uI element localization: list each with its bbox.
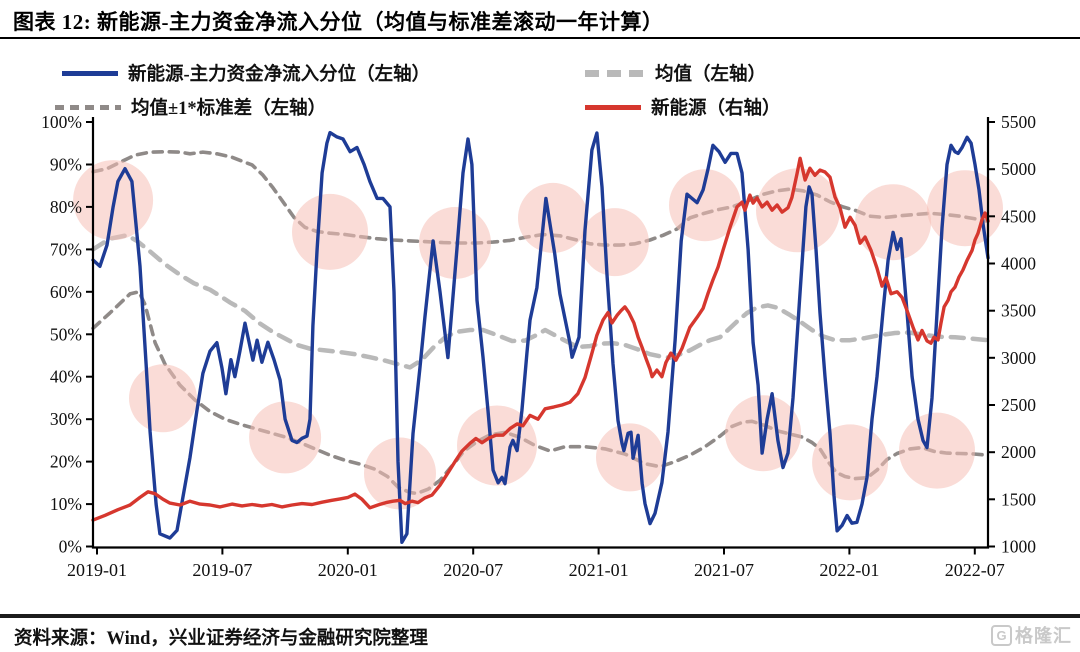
series-line-4 (91, 290, 990, 496)
legend-label: 新能源（右轴） (651, 99, 781, 119)
tick-label: 2500 (1001, 395, 1036, 415)
tick-label: 80% (50, 197, 82, 217)
tick-label: 2000 (1001, 442, 1036, 462)
legend-swatch-dark-dash-icon (55, 104, 121, 110)
tick-label: 2019-01 (67, 560, 127, 580)
tick-label: 5500 (1001, 112, 1036, 132)
tick-label: 1000 (1001, 537, 1036, 557)
highlight-circle (129, 364, 197, 433)
highlight-circle (855, 184, 932, 261)
tick-label: 4500 (1001, 206, 1036, 226)
series-line-5 (91, 156, 990, 522)
legend-item-band: 均值±1*标准差（左轴） (55, 96, 327, 119)
tick-label: 2021-07 (694, 560, 754, 580)
tick-label: 90% (50, 155, 82, 175)
legend-label: 均值±1*标准差（左轴） (131, 99, 327, 119)
tick-label: 50% (50, 324, 82, 344)
tick-label: 2020-07 (443, 560, 503, 580)
legend-label: 均值（左轴） (655, 65, 767, 85)
tick-label: 2020-01 (318, 560, 378, 580)
tick-label: 2021-01 (569, 560, 629, 580)
footer-divider (0, 614, 1080, 618)
tick-label: 10% (50, 494, 82, 514)
legend-item-index: 新能源（右轴） (585, 96, 781, 119)
legend-label: 新能源-主力资金净流入分位（左轴） (128, 65, 431, 85)
tick-label: 2022-07 (945, 560, 1005, 580)
tick-label: 100% (41, 112, 82, 132)
highlight-circle (927, 170, 1003, 247)
data-source-note: 资料来源：Wind，兴业证券经济与金融研究院整理 (14, 629, 428, 649)
legend-swatch-blue-line-icon (62, 70, 118, 76)
tick-label: 3000 (1001, 348, 1036, 368)
tick-label: 60% (50, 282, 82, 302)
legend-swatch-red-line-icon (585, 104, 641, 110)
gelonghui-logo-text: 格隆汇 (1015, 626, 1072, 646)
figure-title: 图表 12: 新能源-主力资金净流入分位（均值与标准差滚动一年计算） (13, 10, 664, 34)
legend-item-mean: 均值（左轴） (585, 62, 767, 85)
legend-swatch-gray-dash-icon (585, 69, 645, 77)
axis-frame (91, 117, 990, 549)
tick-label: 30% (50, 409, 82, 429)
highlight-circle (596, 423, 664, 492)
figure-title-bar: 图表 12: 新能源-主力资金净流入分位（均值与标准差滚动一年计算） (0, 0, 1080, 39)
highlight-circle (812, 424, 889, 501)
tick-label: 4000 (1001, 254, 1036, 274)
tick-label: 5000 (1001, 159, 1036, 179)
highlight-circle (669, 169, 741, 242)
series-line-2 (90, 233, 991, 370)
tick-label: 20% (50, 452, 82, 472)
tick-label: 2022-01 (819, 560, 879, 580)
highlight-circle (518, 182, 588, 253)
series-line-1 (91, 130, 990, 544)
tick-label: 3500 (1001, 301, 1036, 321)
highlight-circle (580, 208, 649, 277)
highlight-circle (249, 401, 322, 474)
highlight-circle (756, 168, 840, 253)
highlight-circle (725, 395, 802, 472)
tick-label: 2019-07 (192, 560, 252, 580)
highlight-circle (899, 412, 975, 489)
highlight-circle (292, 193, 368, 270)
tick-label: 0% (59, 537, 82, 557)
gelonghui-logo-icon: G (991, 624, 1012, 646)
legend-item-percentile: 新能源-主力资金净流入分位（左轴） (62, 62, 431, 85)
tick-label: 1500 (1001, 489, 1036, 509)
tick-label: 70% (50, 239, 82, 259)
gelonghui-logo: G 格隆汇 (991, 622, 1072, 648)
tick-label: 40% (50, 367, 82, 387)
